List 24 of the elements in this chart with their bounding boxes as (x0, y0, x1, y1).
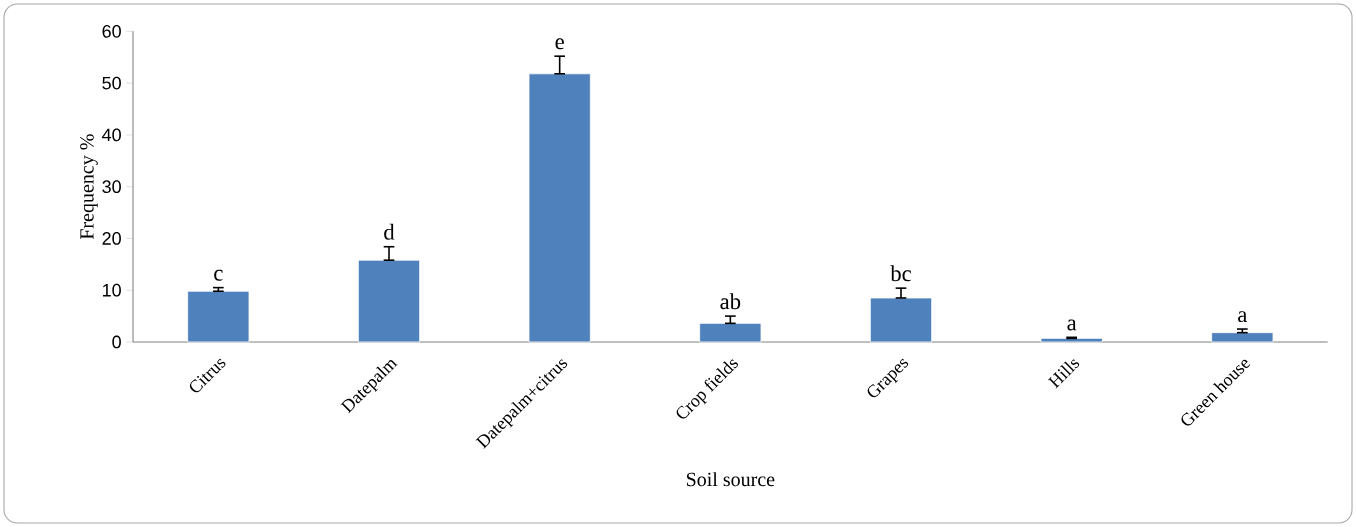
annotation: a (1067, 319, 1077, 331)
annotation: c (214, 269, 223, 281)
y-axis-title: Frequency % (80, 134, 98, 240)
annotation: d (384, 223, 395, 240)
bar (528, 73, 591, 343)
y-tick-label: 10 (102, 283, 121, 297)
x-tick-label: Hills (1047, 359, 1080, 389)
x-axis-title: Soil source (686, 472, 775, 487)
y-tick-label: 20 (102, 232, 121, 245)
y-tick-label: 0 (112, 335, 121, 349)
bar (1211, 332, 1274, 343)
annotation: a (1238, 311, 1248, 323)
annotation: ab (720, 293, 741, 310)
annotation: e (555, 38, 564, 50)
bar (699, 322, 762, 343)
bar (357, 259, 421, 343)
bar (1040, 337, 1103, 343)
bar (869, 297, 933, 343)
y-tick-label: 60 (102, 24, 121, 38)
bar (187, 290, 250, 343)
y-tick-label: 40 (102, 128, 121, 142)
y-tick-label: 30 (102, 180, 121, 194)
y-tick-label: 50 (102, 76, 121, 90)
annotation: bc (890, 265, 912, 282)
